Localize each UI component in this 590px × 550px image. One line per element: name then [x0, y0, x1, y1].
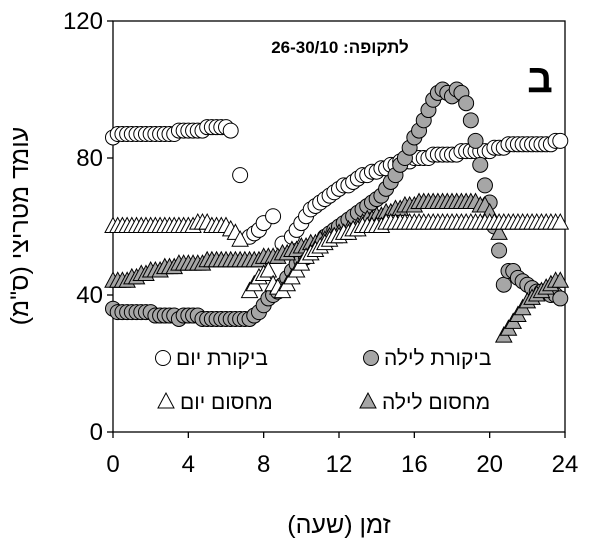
legend: ביקורת יום ביקורת לילה מחסום יום מחסום ל… — [155, 347, 491, 414]
data-point — [491, 242, 508, 259]
series-0 — [105, 119, 569, 252]
legend-marker-barrier-day — [157, 391, 175, 409]
legend-label-barrier-night: מחסום לילה — [382, 391, 490, 414]
data-point — [472, 156, 489, 173]
legend-item-barrier-night: מחסום לילה — [359, 391, 490, 414]
data-point — [265, 208, 282, 225]
data-marks — [104, 81, 570, 343]
legend-marker-control-day — [155, 350, 171, 366]
period-label: לתקופה: 26-30/10 — [271, 38, 409, 57]
data-point — [259, 260, 278, 278]
legend-marker-barrier-night — [359, 391, 377, 409]
axis-ticks: 0 4 8 12 16 20 24 0 40 80 120 — [63, 8, 578, 478]
legend-label-control-night: ביקורת לילה — [384, 347, 491, 370]
data-point — [231, 230, 249, 247]
y-tick-label: 0 — [90, 419, 103, 446]
x-tick-label: 4 — [182, 451, 195, 478]
panel-label: ב — [527, 57, 553, 101]
y-tick-label: 120 — [63, 8, 103, 35]
y-tick-label: 40 — [76, 282, 103, 309]
data-point — [552, 132, 569, 149]
data-point — [458, 95, 475, 112]
legend-label-control-day: ביקורת יום — [176, 347, 268, 370]
x-tick-label: 8 — [257, 451, 270, 478]
data-point — [551, 213, 570, 230]
y-tick-label: 80 — [76, 145, 103, 172]
x-tick-label: 24 — [552, 451, 579, 478]
x-tick-label: 12 — [326, 451, 353, 478]
data-point — [222, 122, 239, 139]
legend-item-control-day: ביקורת יום — [155, 347, 268, 370]
x-tick-label: 16 — [401, 451, 428, 478]
legend-item-barrier-day: מחסום יום — [157, 391, 273, 414]
legend-marker-control-night — [363, 350, 379, 366]
x-axis-title: זמן (שעה) — [287, 511, 391, 539]
data-point — [476, 177, 493, 194]
data-point — [551, 271, 570, 288]
legend-item-control-night: ביקורת לילה — [363, 347, 491, 370]
data-point — [490, 223, 508, 240]
x-tick-label: 20 — [476, 451, 503, 478]
data-point — [467, 132, 484, 149]
x-tick-label: 0 — [106, 451, 119, 478]
data-point — [232, 167, 249, 184]
y-axis-title: עומד מטריצי (ס"מ) — [6, 127, 34, 326]
data-point — [552, 290, 569, 307]
series-2 — [104, 213, 570, 299]
series-1 — [105, 81, 569, 327]
legend-label-barrier-day: מחסום יום — [180, 391, 273, 414]
data-point — [462, 112, 479, 129]
data-point — [495, 276, 512, 293]
